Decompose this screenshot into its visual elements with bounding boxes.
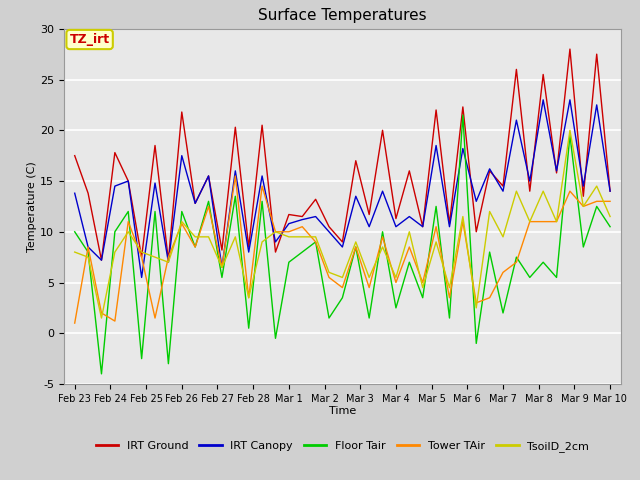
- Y-axis label: Temperature (C): Temperature (C): [28, 161, 37, 252]
- Legend: IRT Ground, IRT Canopy, Floor Tair, Tower TAir, TsoilD_2cm: IRT Ground, IRT Canopy, Floor Tair, Towe…: [91, 437, 594, 456]
- Text: TZ_irt: TZ_irt: [70, 33, 109, 46]
- Title: Surface Temperatures: Surface Temperatures: [258, 9, 427, 24]
- X-axis label: Time: Time: [329, 407, 356, 417]
